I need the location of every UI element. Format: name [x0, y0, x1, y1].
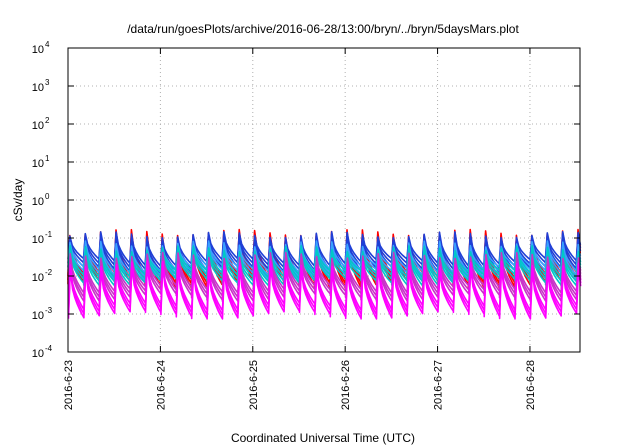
y-tick-label: 10	[32, 310, 44, 322]
series-trace	[67, 240, 582, 274]
y-tick-label: 10	[32, 196, 44, 208]
series-line	[67, 244, 582, 287]
y-tick-exponent: -3	[45, 306, 53, 315]
y-tick-label: 10	[32, 272, 44, 284]
y-tick-label: 10	[32, 82, 44, 94]
series-trace	[67, 251, 582, 294]
series-trace	[67, 247, 582, 283]
y-tick-label: 10	[32, 348, 44, 360]
y-tick-exponent: -2	[45, 268, 53, 277]
y-tick-label: 10	[32, 158, 44, 170]
y-tick-exponent: 2	[45, 116, 50, 125]
series-trace	[67, 231, 582, 267]
y-axis-label: cSv/day	[11, 179, 25, 222]
y-tick-label: 10	[32, 44, 44, 56]
x-tick-label: 2016-6-24	[155, 360, 167, 410]
series-trace	[67, 254, 582, 298]
y-tick-label: 10	[32, 234, 44, 246]
y-tick-label: 10	[32, 120, 44, 132]
y-tick-exponent: 4	[45, 40, 50, 49]
y-tick-exponent: -1	[45, 230, 53, 239]
x-axis-label: Coordinated Universal Time (UTC)	[231, 431, 415, 445]
series-trace	[67, 262, 582, 316]
series-trace	[67, 249, 582, 287]
y-tick-exponent: 1	[45, 154, 50, 163]
series-trace	[67, 264, 582, 320]
series-layer	[67, 228, 582, 320]
x-tick-label: 2016-6-28	[525, 360, 537, 410]
series-trace	[67, 244, 582, 279]
y-tick-exponent: 0	[45, 192, 50, 201]
y-tick-exponent: 3	[45, 78, 50, 87]
series-line	[67, 260, 582, 320]
x-tick-label: 2016-6-25	[248, 360, 260, 410]
series-line	[67, 251, 582, 302]
series-trace	[67, 260, 582, 312]
x-tick-label: 2016-6-23	[63, 360, 75, 410]
x-tick-label: 2016-6-26	[340, 360, 352, 410]
x-tick-label: 2016-6-27	[433, 360, 445, 410]
y-tick-exponent: -4	[45, 344, 53, 353]
series-trace	[67, 256, 582, 302]
chart-title: /data/run/goesPlots/archive/2016-06-28/1…	[127, 22, 519, 36]
